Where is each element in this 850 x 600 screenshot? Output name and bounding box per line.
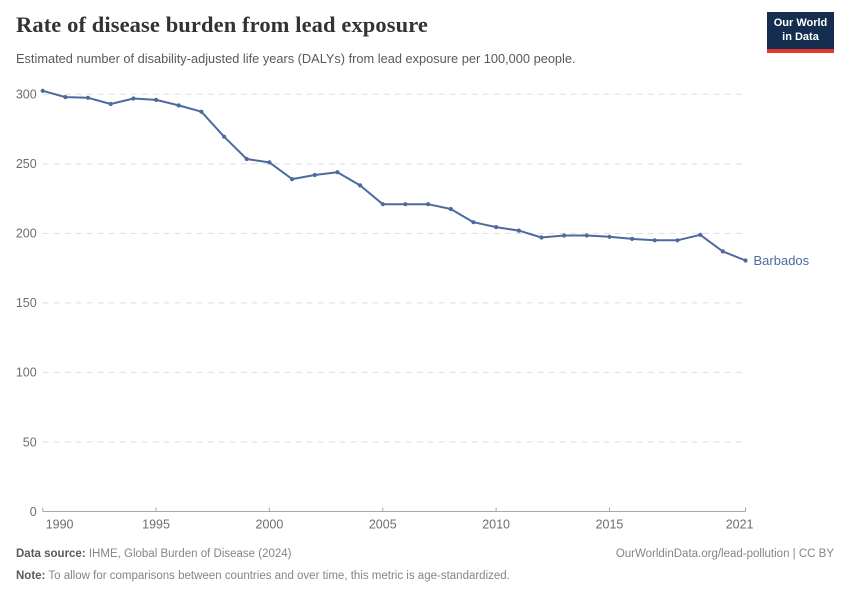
owid-logo-line1: Our World xyxy=(773,17,828,29)
data-point-2001[interactable] xyxy=(290,177,295,182)
note-label: Note: xyxy=(16,570,46,582)
x-tick-label-1995: 1995 xyxy=(142,518,170,532)
x-tick-label-2000: 2000 xyxy=(256,518,284,532)
y-tick-label-150: 150 xyxy=(16,296,37,310)
data-point-2004[interactable] xyxy=(358,183,363,188)
data-point-2021[interactable] xyxy=(743,258,748,263)
x-tick-label-2010: 2010 xyxy=(482,518,510,532)
y-tick-label-100: 100 xyxy=(16,366,37,380)
data-source-label: Data source: xyxy=(16,548,86,560)
data-point-2005[interactable] xyxy=(380,202,385,207)
data-point-2002[interactable] xyxy=(312,172,317,178)
note-value: To allow for comparisons between countri… xyxy=(45,570,510,582)
x-tick-label-2015: 2015 xyxy=(596,518,624,532)
data-point-2006[interactable] xyxy=(403,202,408,207)
data-point-1994[interactable] xyxy=(131,96,136,101)
data-point-2009[interactable] xyxy=(471,220,476,225)
data-point-2011[interactable] xyxy=(516,228,521,233)
data-point-2019[interactable] xyxy=(698,232,703,237)
data-point-2016[interactable] xyxy=(630,236,635,241)
data-point-2013[interactable] xyxy=(562,233,567,238)
data-point-1990[interactable] xyxy=(40,88,45,93)
owid-logo-line2: in Data xyxy=(782,30,819,43)
data-point-1997[interactable] xyxy=(199,109,204,114)
series-end-label-barbados[interactable]: Barbados xyxy=(754,253,810,268)
data-point-2000[interactable] xyxy=(267,160,272,165)
data-point-1998[interactable] xyxy=(222,134,227,139)
series-line-barbados[interactable] xyxy=(41,89,747,262)
y-tick-label-250: 250 xyxy=(16,157,37,171)
data-point-2012[interactable] xyxy=(539,235,544,240)
data-point-2015[interactable] xyxy=(607,234,612,239)
data-point-2017[interactable] xyxy=(652,238,657,243)
data-point-2020[interactable] xyxy=(720,249,725,254)
data-point-2007[interactable] xyxy=(426,202,431,207)
data-source-line: Data source: IHME, Global Burden of Dise… xyxy=(16,548,292,560)
data-point-2010[interactable] xyxy=(494,225,499,230)
data-point-1991[interactable] xyxy=(63,95,68,100)
y-tick-label-300: 300 xyxy=(16,88,37,102)
y-tick-label-0: 0 xyxy=(30,505,37,519)
license-link[interactable]: OurWorldinData.org/lead-pollution | CC B… xyxy=(615,548,834,560)
note-line: Note: To allow for comparisons between c… xyxy=(16,570,510,582)
x-tick-label-1990: 1990 xyxy=(46,518,74,532)
x-tick-label-2021: 2021 xyxy=(726,518,754,532)
data-point-1995[interactable] xyxy=(154,97,159,102)
data-point-2008[interactable] xyxy=(448,206,453,212)
data-source-value: IHME, Global Burden of Disease (2024) xyxy=(85,548,292,560)
page-title: Rate of disease burden from lead exposur… xyxy=(16,12,428,37)
data-point-2003[interactable] xyxy=(335,170,340,175)
data-point-2014[interactable] xyxy=(584,233,589,238)
owid-logo[interactable]: Our World in Data xyxy=(767,12,834,53)
chart-subtitle: Estimated number of disability-adjusted … xyxy=(16,51,576,66)
data-point-1999[interactable] xyxy=(244,156,249,162)
x-tick-label-2005: 2005 xyxy=(369,518,397,532)
y-tick-label-50: 50 xyxy=(23,435,37,449)
data-point-1992[interactable] xyxy=(85,95,91,100)
data-point-2018[interactable] xyxy=(675,238,680,243)
y-tick-label-200: 200 xyxy=(16,227,37,241)
data-point-1993[interactable] xyxy=(108,101,113,107)
data-point-1996[interactable] xyxy=(176,103,181,108)
